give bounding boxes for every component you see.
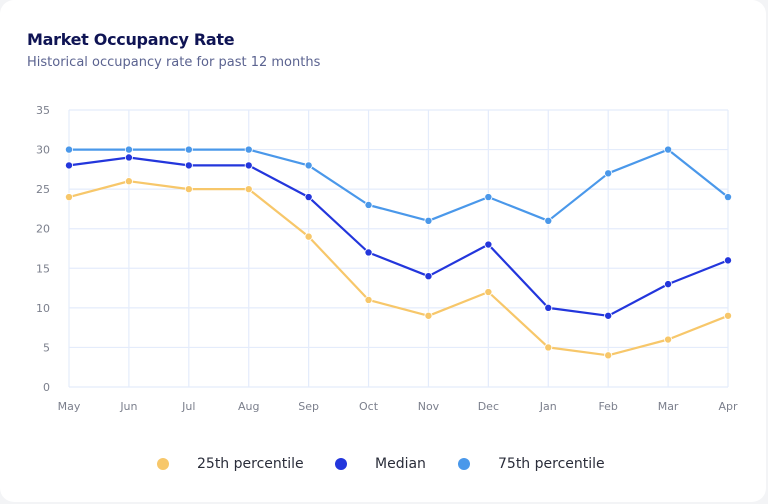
x-tick-label: Aug [238, 400, 259, 413]
data-point[interactable] [724, 193, 733, 202]
data-point[interactable] [424, 272, 433, 281]
data-point[interactable] [724, 256, 733, 265]
data-point[interactable] [65, 161, 74, 170]
data-point[interactable] [304, 161, 313, 170]
legend-item-75th-percentile[interactable]: 75th percentile [458, 456, 605, 472]
data-point[interactable] [664, 145, 673, 154]
data-point[interactable] [424, 216, 433, 225]
y-tick-label: 10 [36, 302, 50, 315]
data-point[interactable] [544, 303, 553, 312]
x-tick-label: Feb [598, 400, 617, 413]
data-point[interactable] [484, 240, 493, 249]
y-tick-label: 25 [36, 183, 50, 196]
data-point[interactable] [364, 200, 373, 209]
data-point[interactable] [484, 193, 493, 202]
data-point[interactable] [664, 335, 673, 344]
data-point[interactable] [604, 351, 613, 360]
y-tick-label: 20 [36, 223, 50, 236]
y-tick-label: 15 [36, 262, 50, 275]
data-point[interactable] [424, 311, 433, 320]
x-tick-label: Apr [718, 400, 738, 413]
x-tick-label: Dec [478, 400, 499, 413]
chart-subtitle: Historical occupancy rate for past 12 mo… [27, 55, 321, 70]
y-tick-label: 35 [36, 104, 50, 117]
legend-marker-icon [335, 458, 347, 470]
data-point[interactable] [604, 311, 613, 320]
series-line-75th-percentile [69, 148, 729, 222]
legend-label: 25th percentile [197, 456, 304, 472]
data-point[interactable] [184, 161, 193, 170]
y-tick-label: 30 [36, 144, 50, 157]
legend-label: 75th percentile [498, 456, 605, 472]
data-point[interactable] [304, 193, 313, 202]
data-point[interactable] [664, 280, 673, 289]
y-tick-label: 0 [43, 381, 50, 394]
legend-item-median[interactable]: Median [335, 456, 426, 472]
data-point[interactable] [244, 145, 253, 154]
legend-marker-icon [458, 458, 470, 470]
series-line-25th-percentile [68, 180, 729, 357]
data-point[interactable] [244, 185, 253, 194]
data-point[interactable] [604, 169, 613, 178]
data-point[interactable] [124, 153, 133, 162]
x-tick-label: May [58, 400, 81, 413]
data-point[interactable] [184, 145, 193, 154]
data-point[interactable] [244, 161, 253, 170]
data-point[interactable] [724, 311, 733, 320]
data-point[interactable] [364, 248, 373, 257]
x-tick-label: Jan [539, 400, 557, 413]
data-point[interactable] [544, 343, 553, 352]
legend-marker-icon [157, 458, 169, 470]
series-line-median [68, 156, 729, 317]
x-axis-ticks: May Jun Jul Aug Sep Oct Nov Dec Jan Feb Mar Apr [58, 400, 738, 413]
data-point[interactable] [124, 177, 133, 186]
x-tick-label: Nov [418, 400, 440, 413]
series-lines [68, 148, 729, 357]
y-axis-ticks: 0 5 10 15 20 25 30 35 [36, 104, 50, 394]
line-chart: 0 5 10 15 20 25 30 35 May Jun Jul Aug Sep Oct Nov Dec J… [36, 104, 738, 413]
data-point[interactable] [364, 295, 373, 304]
x-tick-label: Mar [658, 400, 679, 413]
x-tick-label: Jul [181, 400, 195, 413]
legend-label: Median [375, 456, 426, 472]
x-tick-label: Jun [119, 400, 137, 413]
data-point[interactable] [544, 216, 553, 225]
data-point[interactable] [184, 185, 193, 194]
data-point[interactable] [484, 288, 493, 297]
grid [68, 109, 729, 388]
data-point[interactable] [65, 145, 74, 154]
legend-item-25th-percentile[interactable]: 25th percentile [157, 456, 304, 472]
x-tick-label: Sep [298, 400, 319, 413]
data-point[interactable] [124, 145, 133, 154]
data-point[interactable] [304, 232, 313, 241]
legend: 25th percentile Median 75th percentile [0, 456, 766, 476]
y-tick-label: 5 [43, 341, 50, 354]
data-point[interactable] [65, 193, 74, 202]
x-tick-label: Oct [359, 400, 379, 413]
chart-title: Market Occupancy Rate [27, 30, 235, 49]
series-points [65, 145, 733, 360]
